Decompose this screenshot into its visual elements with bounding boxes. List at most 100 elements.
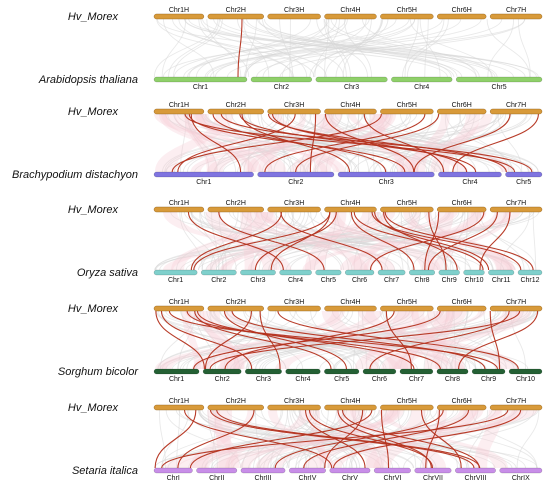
top-chromosome-label: Chr5H [397, 7, 417, 14]
synteny-ribbon [258, 114, 307, 172]
background-link [295, 409, 337, 469]
background-link [222, 211, 422, 271]
background-link [156, 18, 448, 78]
top-chromosome-bar [207, 206, 264, 213]
top-chromosome-label: Chr2H [226, 299, 246, 306]
synteny-panel: Hv_Morex Arabidopsis thaliana Chr1H Chr2H Ch… [38, 7, 543, 91]
bottom-chromosome-bar [362, 368, 397, 375]
background-link [401, 18, 445, 78]
synteny-ribbon [171, 212, 274, 270]
top-chromosome-label: Chr2H [226, 200, 246, 207]
background-link [497, 113, 523, 173]
background-link [309, 113, 353, 173]
bottom-chromosome-bar [329, 467, 371, 474]
background-link [163, 409, 365, 469]
synteny-ribbon [205, 212, 280, 270]
bottom-chromosome-label: Chr9 [481, 376, 496, 383]
bottom-chromosome-bar [377, 269, 406, 276]
background-link [453, 310, 457, 370]
bottom-chromosome-label: Chr3 [344, 84, 359, 91]
top-chromosome-bar [489, 108, 543, 115]
background-link [258, 18, 452, 78]
background-link [314, 18, 340, 78]
top-species-label: Hv_Morex [68, 106, 119, 118]
highlighted-link [190, 113, 242, 173]
background-link [433, 211, 507, 271]
bottom-chromosome-label: ChrV [342, 475, 358, 482]
top-chromosome-bar [380, 404, 434, 411]
bottom-species-label: Brachypodium distachyon [12, 169, 138, 181]
background-link [173, 113, 291, 173]
background-link [187, 113, 210, 173]
background-link [361, 18, 477, 78]
highlighted-link [428, 211, 447, 271]
bottom-chromosome-bar [315, 269, 342, 276]
highlighted-link [189, 409, 373, 469]
top-chromosome-bar [324, 404, 377, 411]
top-chromosome-bar [324, 206, 377, 213]
background-link [319, 310, 540, 370]
bottom-chromosome-label: ChrVII [423, 475, 443, 482]
highlighted-link [177, 409, 255, 469]
synteny-ribbon [190, 114, 390, 172]
top-chromosome-label: Chr5H [397, 102, 417, 109]
background-link [205, 310, 349, 370]
bottom-chromosome-label: Chr4 [414, 84, 429, 91]
background-link [408, 211, 494, 271]
synteny-ribbon [219, 212, 521, 270]
background-link [260, 211, 516, 271]
top-chromosome-label: Chr3H [284, 299, 304, 306]
bottom-chromosome-bar [240, 269, 276, 276]
highlighted-link [385, 310, 412, 370]
synteny-ribbon [207, 410, 240, 468]
synteny-ribbon [424, 212, 515, 270]
top-chromosome-bar [437, 305, 487, 312]
background-link [427, 310, 477, 370]
background-link [218, 211, 227, 271]
top-species-label: Hv_Morex [68, 303, 119, 315]
background-link [172, 18, 315, 78]
top-chromosome-label: Chr4H [340, 7, 360, 14]
top-chromosome-label: Chr7H [506, 299, 526, 306]
top-chromosome-bar [153, 404, 205, 411]
bottom-chromosome-bar [455, 467, 496, 474]
background-link [353, 113, 527, 173]
bottom-chromosome-label: Chr1 [196, 179, 211, 186]
top-chromosome-bar [437, 108, 487, 115]
background-link [335, 310, 537, 370]
top-chromosome-label: Chr7H [506, 7, 526, 14]
bottom-chromosome-label: Chr12 [520, 277, 539, 284]
background-link [516, 409, 540, 469]
background-link [420, 409, 479, 469]
bottom-chromosome-bar [391, 76, 453, 83]
synteny-ribbon [304, 212, 347, 270]
background-link [163, 18, 215, 78]
background-link [300, 113, 513, 173]
background-link [186, 113, 218, 173]
highlighted-link [458, 310, 539, 370]
top-chromosome-label: Chr7H [506, 200, 526, 207]
synteny-ribbon [191, 114, 328, 172]
top-chromosome-label: Chr3H [284, 398, 304, 405]
background-link [345, 409, 387, 469]
bottom-chromosome-bar [488, 269, 515, 276]
highlighted-link [231, 310, 486, 370]
background-link [199, 310, 229, 370]
top-chromosome-label: Chr5H [397, 299, 417, 306]
background-link [289, 211, 451, 271]
bottom-chromosome-label: Chr1 [193, 84, 208, 91]
synteny-ribbon [381, 311, 523, 369]
top-chromosome-bar [207, 13, 264, 20]
bottom-chromosome-label: Chr8 [414, 277, 429, 284]
highlighted-link [277, 310, 519, 370]
background-link [429, 409, 538, 469]
background-link [161, 310, 287, 370]
top-chromosome-label: Chr5H [397, 398, 417, 405]
synteny-ribbon [274, 410, 519, 468]
background-link [195, 18, 311, 78]
background-link [352, 409, 383, 469]
background-link [199, 409, 382, 469]
bottom-chromosome-bar [499, 467, 543, 474]
background-link [199, 211, 224, 271]
synteny-panel: Hv_Morex Sorghum bicolor Chr1H Chr2H Chr3H Ch… [58, 299, 543, 383]
